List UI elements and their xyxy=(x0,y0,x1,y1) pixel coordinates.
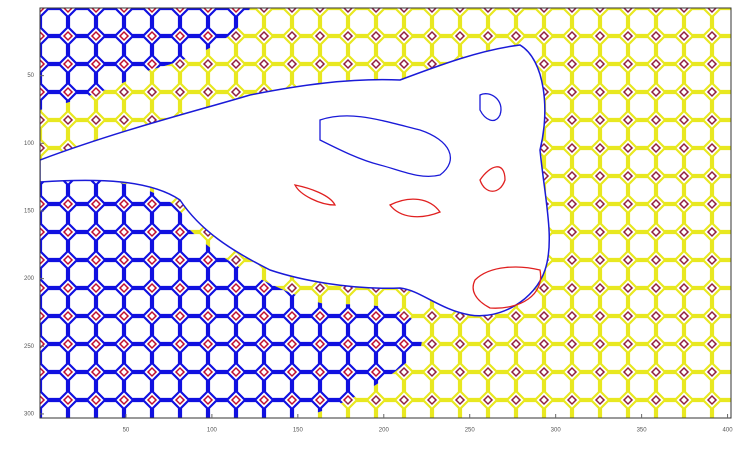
y-tick-label: 250 xyxy=(24,344,35,350)
x-tick-label: 200 xyxy=(379,428,390,434)
y-tick-label: 300 xyxy=(24,412,35,418)
x-tick-label: 100 xyxy=(207,428,218,434)
x-tick-label: 50 xyxy=(123,428,130,434)
x-tick-label: 300 xyxy=(551,428,562,434)
contour-field xyxy=(40,8,731,418)
y-tick-label: 100 xyxy=(24,141,35,147)
x-tick-label: 350 xyxy=(637,428,648,434)
y-tick-label: 150 xyxy=(24,209,35,215)
x-tick-label: 150 xyxy=(293,428,304,434)
x-tick-label: 250 xyxy=(465,428,476,434)
chart: 50 100 150 200 250 300 350 400 50 100 150 200 250 300 xyxy=(0,0,733,452)
y-tick-label: 50 xyxy=(27,73,34,79)
page: 50 100 150 200 250 300 350 400 50 100 150 200 250 300… xyxy=(0,0,733,452)
y-tick-label: 200 xyxy=(24,276,35,282)
x-tick-label: 400 xyxy=(723,428,733,434)
